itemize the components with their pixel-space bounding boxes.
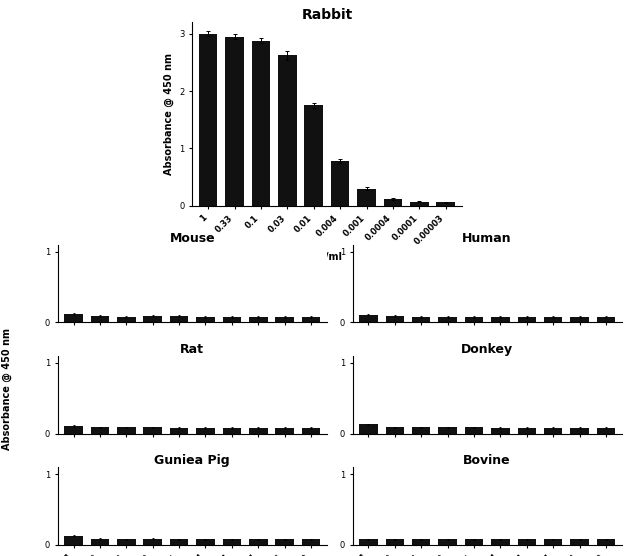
Bar <box>465 539 483 545</box>
Bar <box>359 539 378 545</box>
Bar <box>544 428 562 434</box>
Bar <box>252 41 270 206</box>
Bar <box>64 535 83 545</box>
Bar <box>249 539 267 545</box>
Bar <box>64 426 83 434</box>
Bar <box>570 317 589 322</box>
Bar <box>544 317 562 322</box>
Bar <box>359 424 378 434</box>
Bar <box>196 428 215 434</box>
Bar <box>117 539 135 545</box>
Bar <box>438 317 457 322</box>
Title: Guniea Pig: Guniea Pig <box>154 454 230 467</box>
Bar <box>438 428 457 434</box>
Bar <box>64 314 83 322</box>
Bar <box>331 161 349 206</box>
Bar <box>544 539 562 545</box>
Bar <box>517 317 536 322</box>
Bar <box>465 317 483 322</box>
Bar <box>144 428 162 434</box>
Title: Rabbit: Rabbit <box>301 8 353 22</box>
Bar <box>385 428 404 434</box>
Bar <box>412 539 430 545</box>
Bar <box>385 539 404 545</box>
Text: Absorbance @ 450 nm: Absorbance @ 450 nm <box>1 328 12 450</box>
Bar <box>222 317 241 322</box>
Bar <box>144 539 162 545</box>
Bar <box>170 316 188 322</box>
Bar <box>196 539 215 545</box>
Bar <box>222 539 241 545</box>
Bar <box>144 316 162 322</box>
Bar <box>570 428 589 434</box>
Bar <box>597 539 615 545</box>
Bar <box>597 428 615 434</box>
Bar <box>196 317 215 322</box>
Bar <box>491 317 510 322</box>
Bar <box>465 428 483 434</box>
Bar <box>90 539 109 545</box>
Bar <box>278 56 297 206</box>
Bar <box>302 428 320 434</box>
Bar <box>357 188 376 206</box>
X-axis label: ug/ml: ug/ml <box>312 252 342 262</box>
Bar <box>199 34 217 206</box>
Title: Mouse: Mouse <box>169 232 215 245</box>
Bar <box>410 202 429 206</box>
Bar <box>437 202 455 206</box>
Bar <box>249 428 267 434</box>
Bar <box>117 317 135 322</box>
Bar <box>517 539 536 545</box>
Bar <box>597 317 615 322</box>
Bar <box>117 428 135 434</box>
Bar <box>302 539 320 545</box>
Bar <box>385 316 404 322</box>
Bar <box>304 106 323 206</box>
Bar <box>438 539 457 545</box>
Bar <box>412 317 430 322</box>
Y-axis label: Absorbance @ 450 nm: Absorbance @ 450 nm <box>163 53 174 175</box>
Bar <box>276 317 294 322</box>
Title: Bovine: Bovine <box>463 454 511 467</box>
Bar <box>276 539 294 545</box>
Bar <box>225 37 244 206</box>
Bar <box>412 428 430 434</box>
Bar <box>276 428 294 434</box>
Bar <box>491 428 510 434</box>
Bar <box>302 317 320 322</box>
Bar <box>90 428 109 434</box>
Bar <box>170 428 188 434</box>
Bar <box>384 199 402 206</box>
Bar <box>170 539 188 545</box>
Bar <box>222 428 241 434</box>
Bar <box>359 315 378 322</box>
Bar <box>90 316 109 322</box>
Bar <box>249 317 267 322</box>
Bar <box>491 539 510 545</box>
Title: Donkey: Donkey <box>461 343 513 356</box>
Bar <box>517 428 536 434</box>
Title: Human: Human <box>462 232 512 245</box>
Bar <box>570 539 589 545</box>
Title: Rat: Rat <box>180 343 204 356</box>
